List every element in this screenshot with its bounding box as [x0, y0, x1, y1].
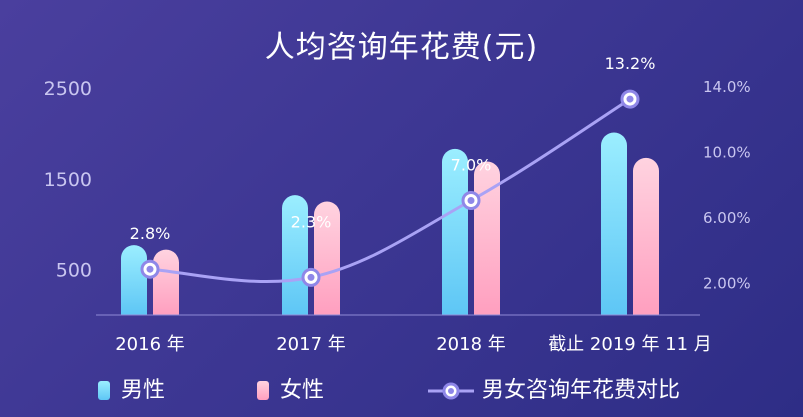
bars — [121, 132, 659, 315]
bar-male — [282, 195, 308, 315]
category-labels: 2016 年 2017 年 2018 年 截止 2019 年 11 月 — [115, 334, 712, 355]
legend-swatch-female — [257, 381, 269, 400]
ratio-point-core — [626, 95, 634, 103]
legend-swatch-male — [98, 381, 110, 400]
ratio-data-label: 2.8% — [130, 224, 171, 243]
bar-male — [121, 245, 147, 315]
ratio-point-core — [307, 273, 315, 281]
y-left-tick-label: 1500 — [44, 169, 92, 191]
ratio-data-label: 7.0% — [451, 156, 492, 175]
ratio-data-label: 2.3% — [291, 212, 332, 231]
legend-point-core — [448, 388, 454, 394]
legend-label-female: 女性 — [280, 378, 324, 403]
bar-female — [314, 201, 340, 315]
bar-female — [153, 249, 179, 315]
y-right-tick-label: 2.00% — [703, 274, 751, 292]
ratio-data-label: 13.2% — [605, 54, 656, 73]
y-right-tick-label: 10.0% — [703, 143, 751, 161]
x-category-label: 2018 年 — [436, 334, 506, 355]
legend: 男性 女性 男女咨询年花费对比 — [98, 378, 680, 403]
y-right-tick-label: 6.00% — [703, 209, 751, 227]
ratio-point-core — [467, 197, 475, 204]
left-axis: 500 1500 2500 — [44, 78, 92, 282]
y-left-tick-label: 500 — [56, 260, 92, 282]
bar-male — [442, 148, 468, 315]
x-category-label: 截止 2019 年 11 月 — [548, 334, 712, 355]
right-axis: 2.00% 6.00% 10.0% 14.0% — [703, 78, 751, 292]
y-right-tick-label: 14.0% — [703, 78, 751, 96]
legend-label-ratio: 男女咨询年花费对比 — [482, 378, 680, 403]
y-left-tick-label: 2500 — [44, 78, 92, 100]
legend-label-male: 男性 — [121, 378, 165, 403]
ratio-line — [149, 97, 631, 284]
ratio-point-core — [146, 265, 154, 273]
ratio-line-series: 2.8% 2.3% 7.0% 13.2% — [130, 54, 656, 287]
x-category-label: 2016 年 — [115, 334, 185, 355]
bar-female — [633, 157, 659, 315]
chart-title: 人均咨询年花费(元) — [264, 30, 539, 65]
bar-male — [601, 132, 627, 315]
x-category-label: 2017 年 — [276, 334, 346, 355]
bar-female — [474, 161, 500, 315]
